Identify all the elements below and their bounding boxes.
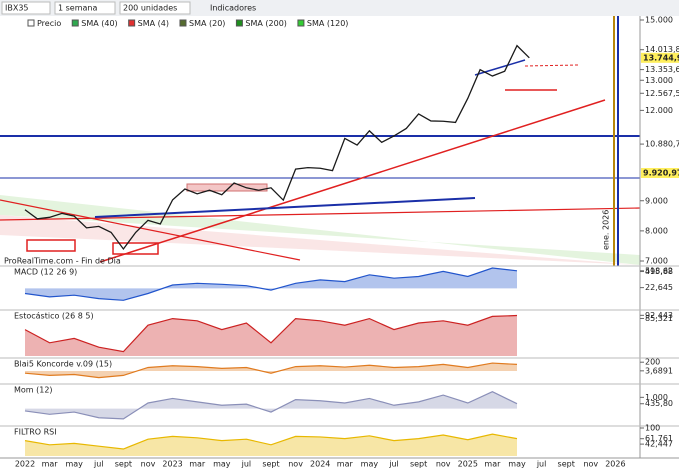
legend-entry: SMA (4) — [138, 19, 169, 28]
y-tick-label: 12.567,54 — [645, 89, 679, 98]
x-tick-label: mar — [189, 460, 206, 469]
trend-line — [94, 197, 476, 218]
indicator-area — [25, 315, 517, 356]
y-tick-label: 200 — [645, 358, 660, 367]
y-tick-label: 1.000 — [645, 393, 668, 402]
units[interactable]: 200 unidades — [123, 4, 177, 13]
legend-swatch — [128, 19, 136, 27]
x-tick-label: jul — [388, 460, 399, 469]
x-tick-label: may — [213, 460, 231, 469]
date-marker: ene. 2026 — [602, 210, 611, 250]
indicator-line — [24, 433, 518, 450]
trend-line — [0, 199, 301, 261]
x-tick-label: mar — [484, 460, 501, 469]
highlight-box — [26, 239, 76, 252]
panel-title: Mom (12) — [14, 386, 53, 395]
legend-swatch — [297, 19, 305, 27]
x-tick-label: 2025 — [458, 460, 478, 469]
legend-entry: SMA (200) — [245, 19, 287, 28]
legend-entry: SMA (120) — [307, 19, 349, 28]
indicator-area — [25, 268, 517, 301]
y-tick-label: 100 — [645, 424, 660, 433]
highlight-box — [112, 242, 159, 255]
y-tick-label: 15.000 — [645, 16, 673, 25]
y-tick-label: 12.000 — [645, 106, 673, 115]
trend-line — [99, 99, 606, 263]
units-box[interactable] — [119, 1, 191, 15]
period[interactable]: 1 semana — [58, 4, 97, 13]
watermark: ProRealTime.com - Fin de Día — [4, 257, 121, 266]
symbol[interactable]: IBX35 — [5, 4, 29, 13]
x-tick-label: jul — [536, 460, 547, 469]
x-tick-label: may — [361, 460, 379, 469]
y-tick-label: 518,62 — [645, 266, 673, 275]
y-tick-label: 435,80 — [645, 399, 673, 408]
x-tick-label: sept — [410, 460, 427, 469]
y-tick-label: 61,761 — [645, 434, 673, 443]
indicator-line — [24, 362, 518, 379]
x-tick-label: nov — [288, 460, 303, 469]
y-tick-label: 3,6891 — [645, 366, 673, 375]
legend-swatch — [179, 19, 187, 27]
legend-entry: Precio — [37, 19, 61, 28]
channel-fill — [0, 195, 640, 265]
x-tick-label: nov — [436, 460, 451, 469]
panel-title: MACD (12 26 9) — [14, 268, 77, 277]
y-tick-label: 42,447 — [645, 440, 673, 449]
level-line — [524, 64, 579, 67]
x-tick-label: mar — [337, 460, 354, 469]
y-tick-label: 13.000 — [645, 76, 673, 85]
x-tick-label: mar — [42, 460, 59, 469]
legend-entry: SMA (40) — [81, 19, 117, 28]
x-tick-label: jul — [93, 460, 104, 469]
y-tick-label: 92,443 — [645, 311, 673, 320]
zone-box — [186, 183, 268, 192]
x-tick-label: 2026 — [605, 460, 625, 469]
y-tick-label: 22,645 — [645, 283, 673, 292]
legend-swatch — [235, 19, 243, 27]
x-tick-label: sept — [558, 460, 575, 469]
panel-title: FILTRO RSI — [14, 428, 57, 437]
price-marker — [641, 52, 679, 63]
indicator-line — [24, 314, 518, 353]
x-tick-label: 2024 — [310, 460, 330, 469]
y-tick-label: 495,88 — [645, 267, 673, 276]
indicators-button[interactable]: Indicadores — [210, 4, 256, 13]
x-tick-label: may — [65, 460, 83, 469]
x-tick-label: nov — [583, 460, 598, 469]
trend-line — [0, 207, 641, 221]
x-tick-label: nov — [141, 460, 156, 469]
x-tick-label: 2023 — [162, 460, 182, 469]
y-tick-label: 8.000 — [645, 226, 668, 235]
price-line — [24, 44, 530, 251]
channel-fill-red — [0, 215, 640, 265]
period-box[interactable] — [54, 1, 116, 15]
x-tick-label: sept — [115, 460, 132, 469]
indicator-area — [25, 391, 517, 419]
indicator-line — [24, 391, 518, 420]
indicator-line — [24, 267, 518, 301]
x-tick-label: 2022 — [15, 460, 35, 469]
symbol-box[interactable] — [1, 1, 51, 15]
legend-entry: SMA (20) — [189, 19, 225, 28]
y-tick-label: 9.000 — [645, 196, 668, 205]
x-tick-label: may — [508, 460, 526, 469]
panel-title: Estocástico (26 8 5) — [14, 312, 94, 321]
panel-title: Blai5 Koncorde v.09 (15) — [14, 360, 112, 369]
legend-swatch — [27, 19, 35, 27]
price-marker-label: 13.744,90 — [643, 53, 679, 62]
y-tick-label: 14.013,83 — [645, 45, 679, 54]
x-tick-label: sept — [262, 460, 279, 469]
x-tick-label: jul — [241, 460, 252, 469]
y-tick-label: 7.000 — [645, 257, 668, 266]
legend-swatch — [71, 19, 79, 27]
price-marker-label: 9.920,97 — [643, 169, 679, 178]
y-tick-label: 10.880,78 — [645, 140, 679, 149]
y-tick-label: 13.353,60 — [645, 65, 679, 74]
price-marker — [641, 168, 679, 179]
trend-line — [474, 59, 526, 76]
y-tick-label: 85,321 — [645, 314, 673, 323]
indicator-area — [25, 363, 517, 378]
